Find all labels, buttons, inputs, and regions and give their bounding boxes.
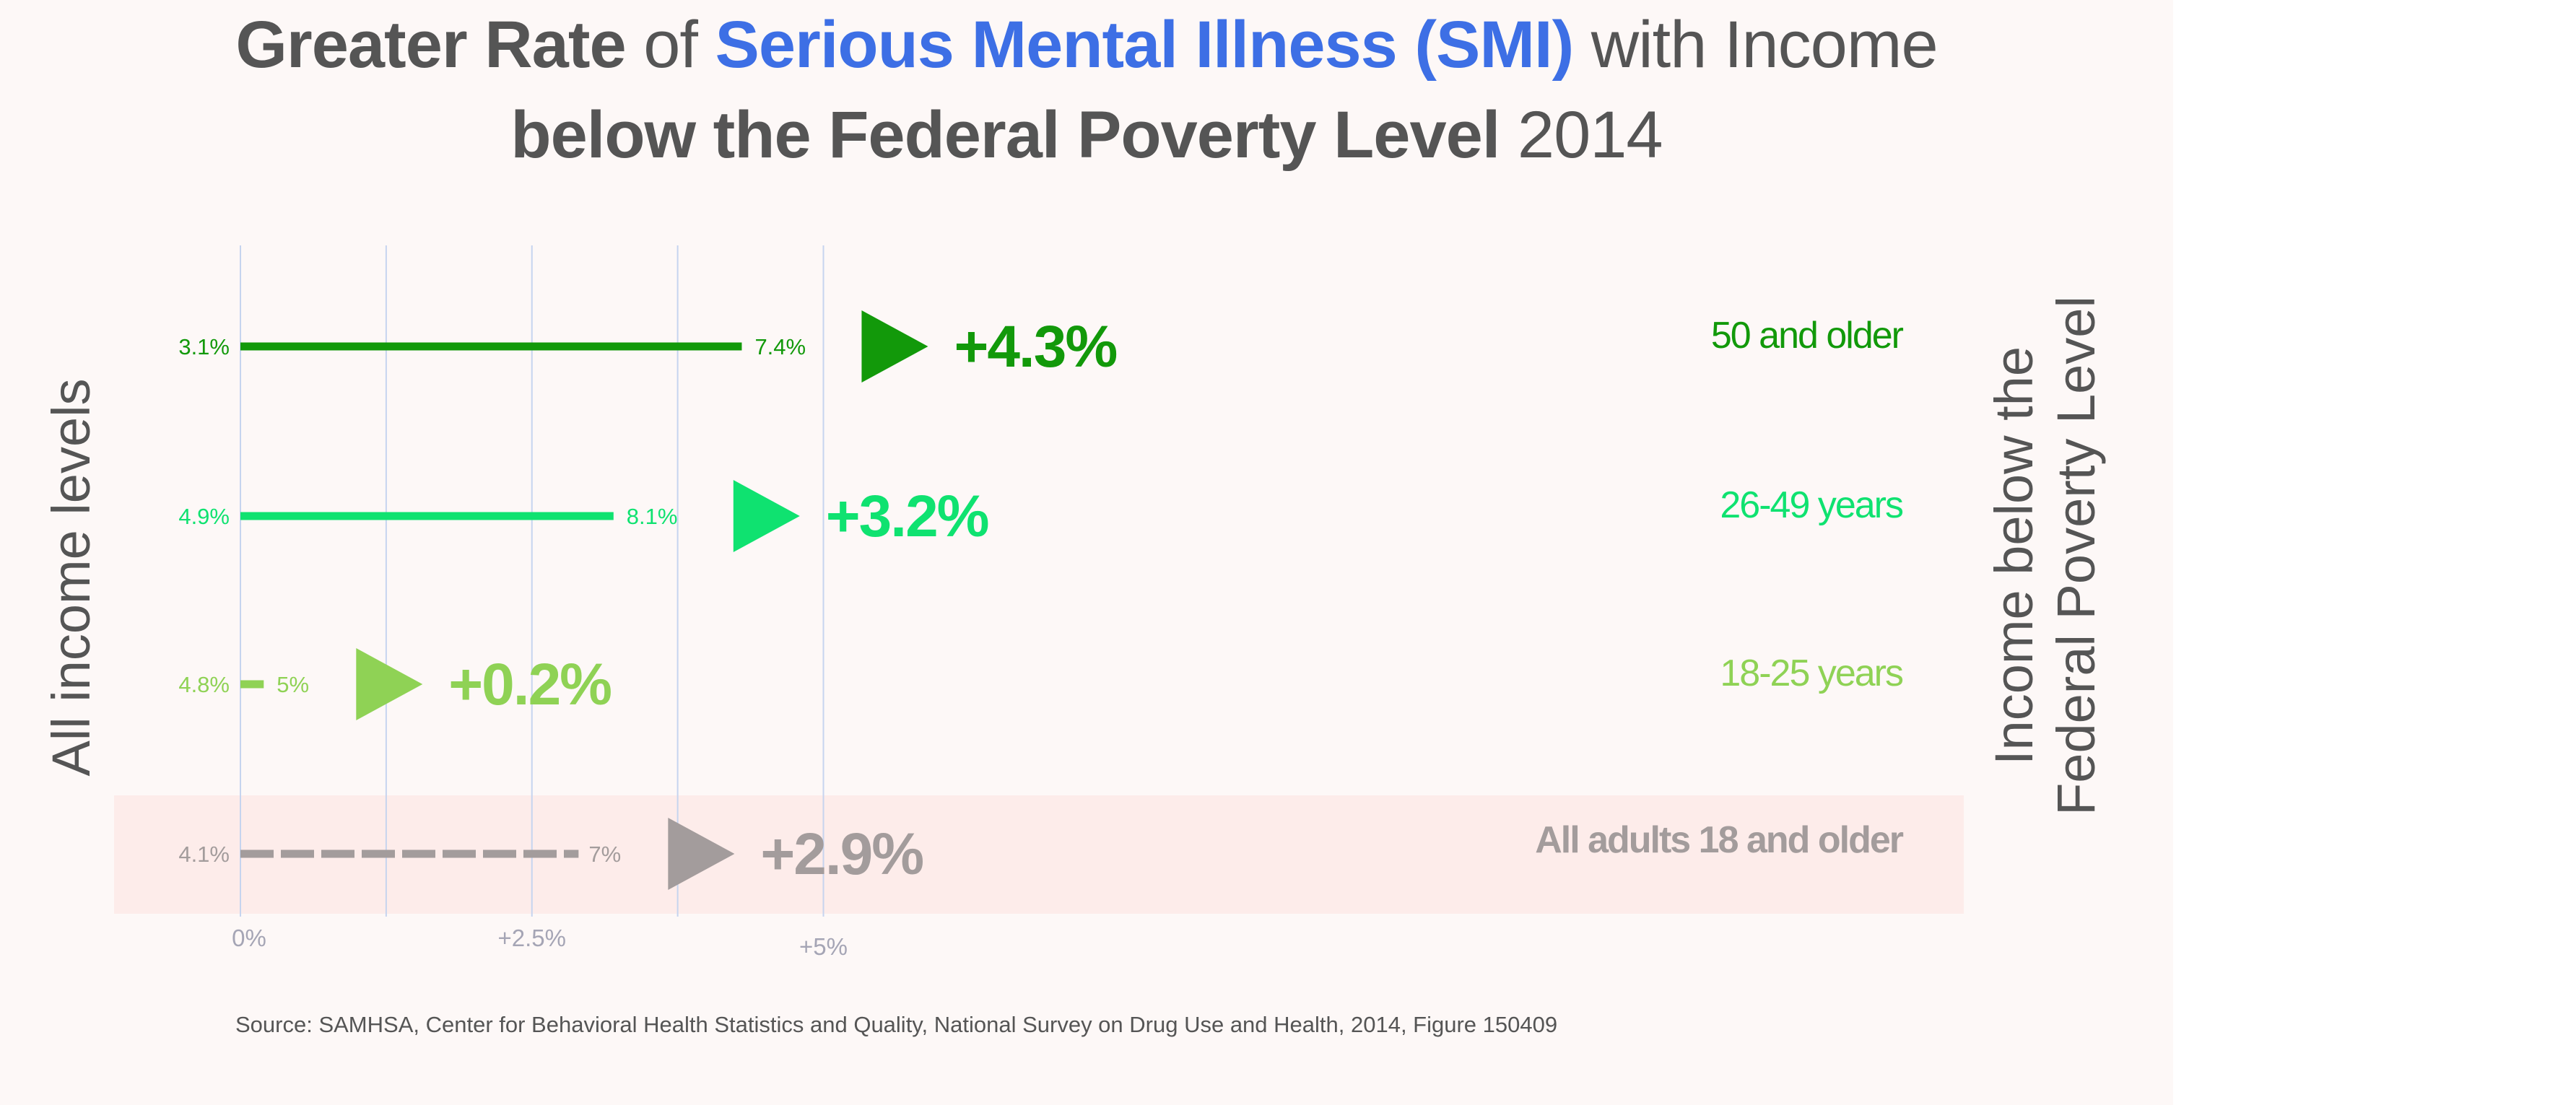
series-name-label: 50 and older: [1711, 315, 1904, 357]
x-tick-label: +5%: [799, 933, 848, 960]
change-label: +2.9%: [760, 821, 923, 887]
arrow-marker: [668, 818, 735, 890]
title-line-1: Greater Rate of Serious Mental Illness (…: [0, 0, 2173, 90]
arrow-marker: [356, 648, 423, 720]
title-part: Greater Rate: [235, 8, 626, 82]
start-value-label: 4.9%: [178, 504, 230, 529]
series-row: 4.8% 5% +0.2% 18-25 years: [178, 648, 1905, 720]
series-row: 4.9% 8.1% +3.2% 26-49 years: [178, 480, 1905, 552]
end-value-label: 8.1%: [627, 504, 678, 529]
end-value-label: 7%: [588, 842, 621, 867]
chart-title: Greater Rate of Serious Mental Illness (…: [0, 0, 2173, 180]
title-year: 2014: [1500, 98, 1663, 172]
title-line-2: below the Federal Poverty Level 2014: [0, 90, 2173, 180]
series-row: 3.1% 7.4% +4.3% 50 and older: [178, 310, 1905, 383]
end-value-label: 7.4%: [754, 334, 806, 359]
title-part: of: [625, 8, 715, 82]
title-part: with Income: [1573, 8, 1938, 82]
change-label: +0.2%: [448, 652, 611, 717]
x-tick-label: 0%: [232, 925, 266, 951]
change-label: +3.2%: [826, 484, 988, 549]
series-name-label: 18-25 years: [1720, 652, 1903, 694]
start-value-label: 4.8%: [178, 672, 230, 697]
arrow-marker: [733, 480, 800, 552]
change-label: +4.3%: [954, 314, 1116, 380]
arrow-marker: [861, 310, 928, 383]
series-name-label: All adults 18 and older: [1535, 819, 1904, 861]
gridlines: 0% +2.5% +5% All income levels Income below …: [41, 245, 2106, 960]
start-value-label: 3.1%: [178, 334, 230, 359]
series-row: 4.1% 7% +2.9% All adults 18 and older: [178, 818, 1905, 890]
chart-marks: 3.1% 7.4% +4.3% 50 and older 4.9% 8.1% +3.2% 26…: [178, 310, 1905, 890]
y-axis-label-right: Income below theFederal Poverty Level: [1984, 296, 2106, 816]
title-part: below the Federal Poverty Level: [510, 98, 1500, 172]
start-value-label: 4.1%: [178, 842, 230, 867]
chart-background: [0, 0, 2173, 1105]
source-note: Source: SAMHSA, Center for Behavioral He…: [235, 1012, 1558, 1037]
y-axis-label-left: All income levels: [41, 378, 101, 776]
title-highlight: Serious Mental Illness (SMI): [715, 8, 1575, 82]
x-tick-label: +2.5%: [498, 925, 567, 951]
end-value-label: 5%: [277, 672, 309, 697]
series-name-label: 26-49 years: [1720, 484, 1903, 526]
